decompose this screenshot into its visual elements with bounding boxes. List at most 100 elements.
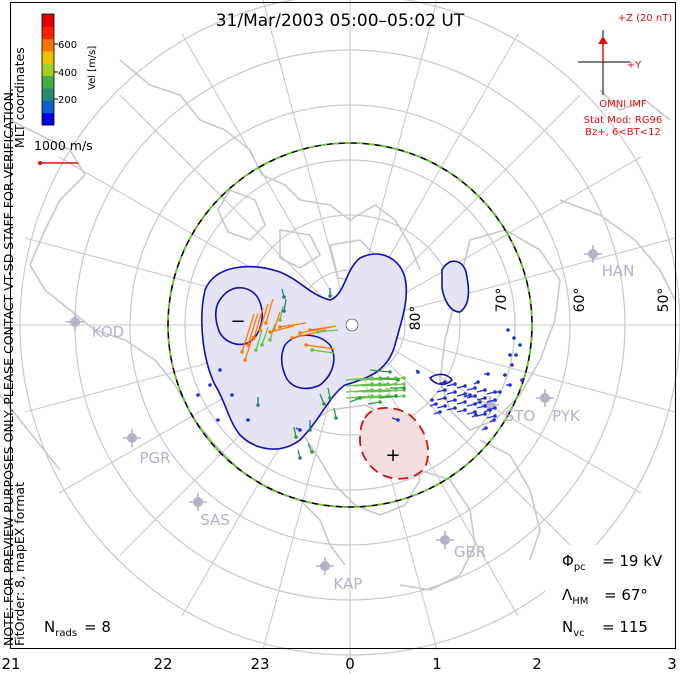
velocity-vector xyxy=(486,398,497,403)
station-pyk: PYK xyxy=(536,389,581,425)
velocity-vector xyxy=(258,303,269,332)
negative-potential-blob-small xyxy=(428,373,454,386)
phi-pc-value: = 19 kV xyxy=(602,552,663,570)
velocity-vector xyxy=(476,404,487,409)
velocity-vector xyxy=(278,322,307,329)
velocity-vector xyxy=(484,372,490,376)
n-vc-value: = 115 xyxy=(602,618,648,636)
velocity-vector xyxy=(446,390,457,395)
colorbar-segment xyxy=(42,38,54,52)
preview-note: NOTE: FOR PREVIEW PURPOSES ONLY. PLEASE … xyxy=(1,88,16,646)
velocity-vector xyxy=(473,400,482,405)
station-label: PYK xyxy=(552,407,581,425)
velocity-vector xyxy=(216,418,220,422)
imf-stat-model: Stat Mod: RG96 xyxy=(584,115,663,126)
velocity-colorbar: 600 400 200 xyxy=(41,13,77,126)
reference-vector xyxy=(38,161,78,165)
coastline-islands-1 xyxy=(217,189,266,241)
velocity-vector xyxy=(308,325,337,332)
colorbar-tick-label: 200 xyxy=(58,95,77,106)
velocity-vector xyxy=(506,328,510,332)
station-han: HAN xyxy=(584,245,634,280)
stats-panel: Φpc = 19 kV ΛHM = 67° Nvc = 115 Nrads = … xyxy=(44,552,663,639)
velocity-vector xyxy=(436,404,447,409)
velocity-vector xyxy=(316,329,339,334)
velocity-vector xyxy=(307,443,314,454)
colorbar-label: Vel [m/s] xyxy=(87,46,98,90)
mlt-axis: 21 22 23 0 1 2 3 xyxy=(1,655,676,673)
colorbar-tick-label: 600 xyxy=(58,40,77,51)
mlt-label-0: 0 xyxy=(345,655,355,673)
velocity-vector xyxy=(328,288,332,298)
station-gbr: GBR xyxy=(436,531,486,561)
coastline-labrador xyxy=(399,469,476,591)
velocity-vector xyxy=(240,313,255,354)
convection-cells xyxy=(201,253,470,480)
velocity-vector xyxy=(506,383,512,387)
station-kod: KOD xyxy=(66,313,124,341)
velocity-vector xyxy=(466,394,477,399)
velocity-vector xyxy=(456,384,467,389)
colorbar-segment xyxy=(42,112,54,126)
reference-vector-label: 1000 m/s xyxy=(34,138,93,153)
velocity-vector xyxy=(456,408,467,413)
n-rads-value: = 8 xyxy=(84,618,111,636)
velocity-vector xyxy=(268,325,295,334)
mlt-label-3: 3 xyxy=(667,655,677,673)
colorbar-tick-label: 400 xyxy=(58,68,77,79)
velocity-vector xyxy=(489,418,496,423)
velocity-vector xyxy=(476,388,487,393)
velocity-vector xyxy=(208,383,212,387)
station-label: STO xyxy=(505,407,536,425)
station-sas: SAS xyxy=(189,493,230,529)
mlt-label-22: 22 xyxy=(153,655,172,673)
velocity-vector xyxy=(415,369,420,374)
velocity-vector xyxy=(260,326,269,347)
velocity-vector xyxy=(254,329,263,352)
colorbar-segment xyxy=(42,51,54,64)
mlt-label-23: 23 xyxy=(250,655,269,673)
negative-potential-cell xyxy=(201,253,408,450)
imf-bz-condition: Bz+, 6<BT<12 xyxy=(585,127,661,138)
velocity-vector xyxy=(446,406,457,411)
velocity-vector xyxy=(466,410,477,415)
velocity-vector xyxy=(282,298,287,313)
heppner-maynard-boundary xyxy=(167,142,533,508)
coordinate-system-label: MLT coordinates xyxy=(12,47,27,148)
velocity-vector xyxy=(281,288,286,299)
coastline-islands-2 xyxy=(279,229,321,269)
coastline-greenland xyxy=(439,229,561,431)
coastline-hudson-bay xyxy=(299,404,421,516)
velocity-vector xyxy=(367,400,382,405)
velocity-vector xyxy=(264,298,274,325)
velocity-vector xyxy=(433,410,442,415)
velocity-vector xyxy=(319,393,326,406)
velocity-vector xyxy=(295,427,302,432)
velocity-vector xyxy=(218,368,222,372)
velocity-vector xyxy=(333,407,338,420)
velocity-vector xyxy=(230,393,234,397)
positive-potential-cell xyxy=(359,406,430,480)
radar-stations: KOD PGR SAS KAP GBR STO PYK HAN xyxy=(66,245,634,593)
lambda-hm-value: = 67° xyxy=(604,586,648,604)
velocity-vector xyxy=(486,390,497,395)
imf-z-label: +Z (20 nT) xyxy=(618,13,673,24)
negative-potential-inner-ring-2 xyxy=(280,334,335,390)
velocity-vector xyxy=(496,390,502,394)
fit-order: FitOrder: 8, mapEX format xyxy=(12,482,27,646)
velocity-vector xyxy=(327,387,332,400)
velocity-vector xyxy=(243,335,254,362)
lat-label-60: 60° xyxy=(572,288,588,313)
coastline-scandinavia xyxy=(559,199,676,301)
colorbar-segment xyxy=(42,26,54,40)
negative-potential-inner-ring xyxy=(214,286,263,346)
negative-potential-island-east xyxy=(441,260,470,313)
velocity-vector xyxy=(196,393,200,397)
velocity-vector xyxy=(310,348,335,354)
velocity-vector xyxy=(512,336,516,340)
velocity-vector xyxy=(456,400,467,405)
velocity-vector xyxy=(349,396,362,403)
velocity-vector xyxy=(486,414,497,419)
velocity-vector xyxy=(436,396,447,401)
